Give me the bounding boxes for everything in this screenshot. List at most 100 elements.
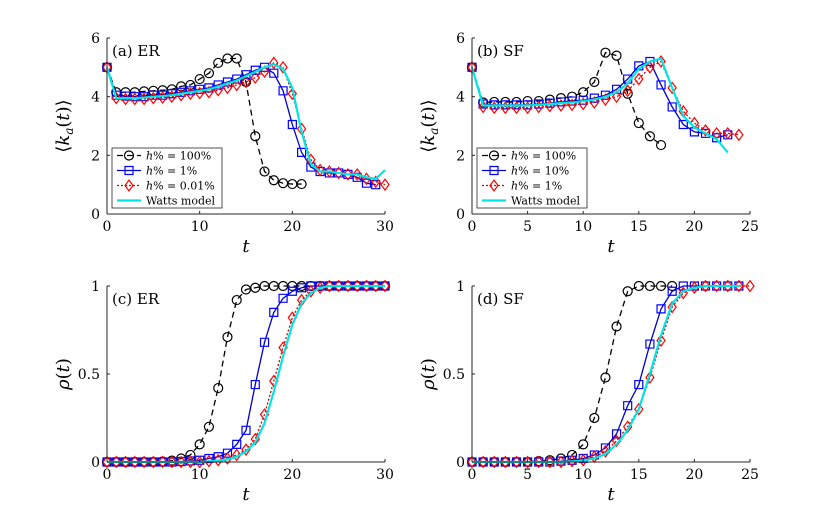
point-h001 [222,452,233,465]
series-line-h10 [471,60,728,139]
point-h100 [185,79,196,91]
point-h001 [167,455,177,468]
point-h001 [734,280,744,293]
x-tick-label: 10 [574,467,592,483]
point-h001 [556,455,566,468]
point-h001 [634,72,644,86]
legend-label-watts: Watts model [146,195,215,208]
point-h001 [213,453,223,467]
point-h100 [611,50,622,61]
x-tick-label: 20 [283,219,301,235]
point-h100 [296,178,307,190]
legend-marker-h100 [488,150,500,161]
point-h100 [203,68,215,79]
point-h100 [578,439,589,450]
series-line-h100 [107,285,385,463]
x-tick-label: 5 [523,219,532,235]
y-tick-label: 1 [91,279,100,295]
point-h100 [622,88,633,99]
x-tick-label: 15 [630,467,648,483]
point-h001 [213,83,223,97]
point-h100 [633,117,644,129]
point-h001 [204,454,214,468]
point-h10 [667,286,677,296]
point-h001 [567,454,577,468]
panel-label: (c) ER [112,290,160,308]
legend-marker-h001 [489,179,499,192]
y-tick-label: 4 [456,90,465,106]
point-h10 [723,130,733,140]
panel-label: (d) SF [477,290,524,308]
x-tick-label: 30 [376,467,394,483]
series-line-watts [105,63,386,180]
y-tick-label: 2 [91,148,100,164]
series-line-h100 [471,51,662,146]
point-h001 [194,455,205,468]
y-tick-label: 4 [91,90,100,106]
x-tick-label: 25 [741,467,759,483]
point-h001 [343,280,353,293]
x-tick-label: 15 [630,219,648,235]
point-h001 [600,445,611,458]
point-h1 [287,119,297,130]
point-h001 [645,371,655,384]
point-h10 [478,99,488,109]
point-h001 [667,81,677,95]
point-h100 [203,421,215,432]
y-tick-label: 0 [91,455,100,471]
point-h001 [611,434,622,448]
legend-label-h001: h% = 0.01% [146,180,215,193]
point-h001 [241,75,251,89]
point-h100 [213,382,224,394]
y-tick-label: 6 [456,31,465,47]
y-tick-label: 0.5 [443,367,465,383]
point-h1 [352,172,362,182]
point-h001 [700,280,711,293]
series-line-watts [470,57,729,154]
point-h001 [622,84,633,98]
y-axis-label: ⟨ka(t)⟩ [418,99,441,152]
point-h001 [723,126,733,140]
legend-label-h001: h% = 1% [511,180,562,193]
point-h1 [232,74,242,84]
point-h100 [566,449,578,461]
panel-c: 0 10 20 30 0 0.5 1 t ρ(t) (c) ER [53,279,394,505]
point-h001 [120,455,131,468]
point-h100 [655,139,667,151]
point-h001 [522,455,533,468]
point-h001 [111,91,122,105]
point-h001 [222,81,233,95]
point-h100 [589,76,600,88]
point-h100 [600,47,611,58]
series-group [466,280,755,468]
point-h1 [371,180,381,190]
point-h10 [623,74,633,84]
point-h001 [380,178,390,192]
series-group [101,280,391,468]
point-h1 [287,286,297,296]
point-h10 [656,304,666,314]
point-h1 [297,147,307,157]
legend-label-h100: h% = 100% [146,150,211,163]
point-h1 [278,86,288,96]
point-h001 [176,455,186,468]
point-h100 [667,280,678,292]
point-h001 [130,455,140,468]
point-h001 [711,280,722,293]
point-h001 [231,448,242,462]
point-h001 [533,455,544,468]
point-h001 [734,128,744,142]
series-group [101,53,390,192]
point-h100 [231,53,242,64]
point-h10 [712,133,722,143]
point-h100 [611,321,622,332]
point-h1 [259,337,270,347]
panel-label: (b) SF [477,42,524,60]
y-tick-label: 0 [456,207,465,223]
point-h10 [611,84,622,94]
legend-marker-h1 [124,165,134,176]
y-axis-label: ρ(t) [418,358,439,391]
series-line-h10 [472,285,739,463]
